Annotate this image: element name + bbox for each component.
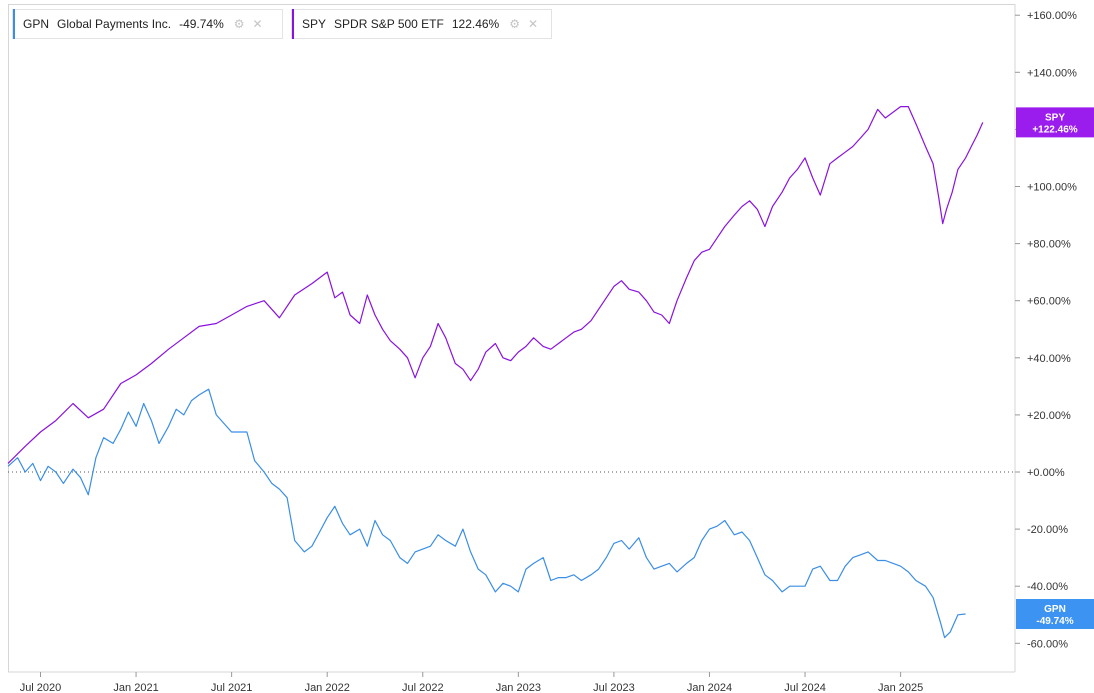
x-tick-label: Jan 2023 bbox=[496, 682, 541, 693]
x-tick-label: Jul 2020 bbox=[20, 682, 62, 693]
close-icon[interactable]: ✕ bbox=[527, 17, 539, 31]
x-tick-label: Jan 2024 bbox=[687, 682, 732, 693]
x-tick-label: Jul 2021 bbox=[211, 682, 253, 693]
x-tick-label: Jul 2024 bbox=[784, 682, 826, 693]
x-tick-label: Jul 2023 bbox=[593, 682, 635, 693]
settings-icon[interactable]: ⚙ bbox=[509, 17, 520, 31]
y-tick-label: +160.00% bbox=[1027, 10, 1077, 22]
legend-name: Global Payments Inc. bbox=[57, 17, 172, 31]
y-tick-label: +0.00% bbox=[1027, 467, 1065, 479]
x-tick-label: Jul 2022 bbox=[402, 682, 444, 693]
badge-label: GPN bbox=[1044, 604, 1066, 615]
y-tick-label: -60.00% bbox=[1027, 638, 1068, 650]
plot-area bbox=[8, 4, 1015, 672]
y-tick-label: -20.00% bbox=[1027, 524, 1068, 536]
series-line-gpn bbox=[7, 388, 966, 639]
legend-change: 122.46% bbox=[451, 17, 500, 31]
y-tick-label: +80.00% bbox=[1027, 239, 1071, 251]
y-tick-label: +20.00% bbox=[1027, 410, 1071, 422]
value-badge-spy bbox=[1016, 107, 1094, 138]
legend-symbol: GPN bbox=[23, 17, 50, 31]
x-tick-label: Jan 2022 bbox=[305, 682, 350, 693]
y-tick-label: +40.00% bbox=[1027, 353, 1071, 365]
value-badge-gpn bbox=[1016, 599, 1094, 630]
badge-value: +122.46% bbox=[1032, 124, 1077, 135]
legend-symbol: SPY bbox=[302, 17, 327, 31]
y-tick-label: +100.00% bbox=[1027, 182, 1077, 194]
y-tick-label: -40.00% bbox=[1027, 581, 1068, 593]
legend-item-gpn[interactable]: GPN Global Payments Inc. -49.74% ⚙ ✕ bbox=[12, 9, 283, 39]
series-color-bar bbox=[13, 9, 15, 39]
y-tick-label: +60.00% bbox=[1027, 296, 1071, 308]
legend-item-spy[interactable]: SPY SPDR S&P 500 ETF 122.46% ⚙ ✕ bbox=[291, 9, 552, 39]
badge-value: -49.74% bbox=[1036, 616, 1073, 627]
legend-name: SPDR S&P 500 ETF bbox=[334, 17, 444, 31]
close-icon[interactable]: ✕ bbox=[252, 17, 263, 31]
settings-icon[interactable]: ⚙ bbox=[233, 17, 245, 31]
x-tick-label: Jan 2021 bbox=[113, 682, 158, 693]
series-color-bar bbox=[292, 9, 294, 39]
badge-label: SPY bbox=[1045, 112, 1065, 123]
series-line-spy bbox=[7, 106, 984, 464]
x-tick-label: Jan 2025 bbox=[878, 682, 923, 693]
legend-change: -49.74% bbox=[179, 17, 224, 31]
y-tick-label: +140.00% bbox=[1027, 67, 1077, 79]
